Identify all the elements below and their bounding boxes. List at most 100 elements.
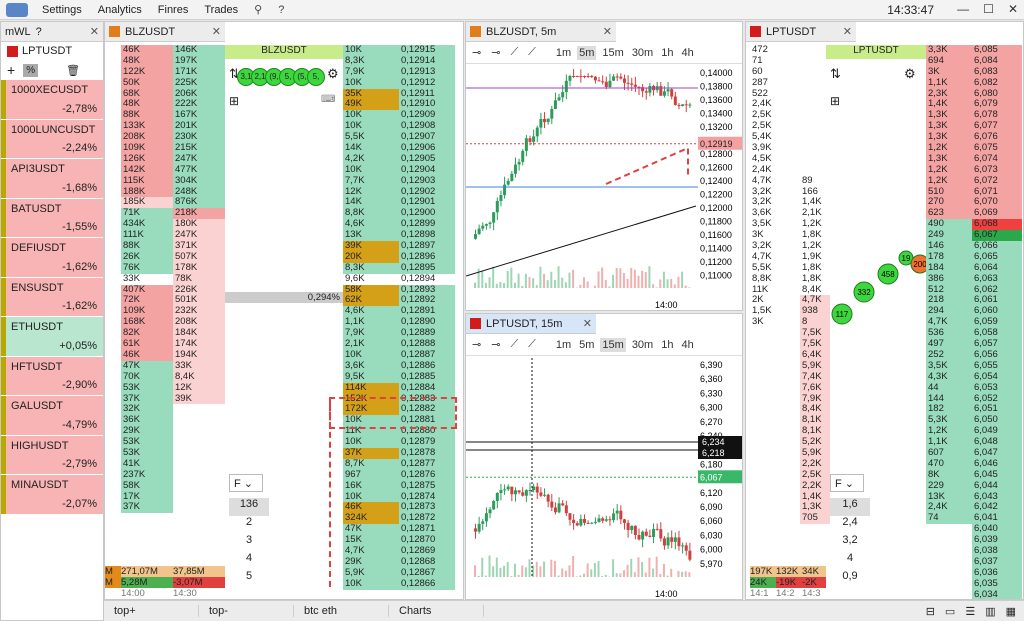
list-item[interactable]: ENSUSDT -1,62% <box>1 277 103 317</box>
timeframe-4h[interactable]: 4h <box>681 338 694 351</box>
list-icon[interactable]: ☰ <box>965 605 976 618</box>
lpt-candle-chart[interactable]: 6,3906,3606,3306,3006,2706,2406,2106,180… <box>466 358 743 600</box>
draw-line-icon[interactable]: ⊸ <box>472 339 482 351</box>
cell: 6,058 <box>972 327 1022 340</box>
close-icon[interactable]: ✕ <box>89 26 99 38</box>
timeframe-5m[interactable]: 5m <box>577 45 597 60</box>
volume-bar <box>641 270 644 288</box>
multiplier-option[interactable]: 136 <box>229 498 269 516</box>
timeframe-30m[interactable]: 30m <box>631 46 654 59</box>
symbol-change: -2,79% <box>62 458 97 470</box>
timeframe-1m[interactable]: 1m <box>555 46 572 59</box>
menu-settings[interactable]: Settings <box>42 3 82 16</box>
blz-tab[interactable]: BLZUSDT ✕ <box>105 22 225 42</box>
tab-top-plus[interactable]: top+ <box>104 605 199 617</box>
tab-top-minus[interactable]: top- <box>199 605 294 617</box>
timeframe-1m[interactable]: 1m <box>555 338 572 351</box>
draw-trend-icon[interactable]: ⟋ <box>510 46 519 58</box>
list-item[interactable]: MINAUSDT -2,07% <box>1 475 103 515</box>
lpt-mode-select[interactable]: F ⌄ <box>830 474 864 492</box>
close-icon[interactable]: ✕ <box>211 26 221 38</box>
pin-icon[interactable]: ⚲ <box>254 4 263 16</box>
tab-charts[interactable]: Charts <box>389 605 484 617</box>
close-window-icon[interactable]: ✕ <box>1007 2 1018 16</box>
timeframe-15m[interactable]: 15m <box>602 46 624 59</box>
list-item[interactable]: ETHUSDT +0,05% <box>1 317 103 357</box>
volume-bar <box>593 562 596 577</box>
list-item[interactable]: GALUSDT -4,79% <box>1 396 103 436</box>
multiplier-option[interactable]: 0,9 <box>842 570 858 582</box>
chart-add-icon[interactable]: ⇅ <box>830 66 841 81</box>
draw-extend-icon[interactable]: ⟋ <box>528 338 536 350</box>
list-item[interactable]: API3USDT -1,68% <box>1 159 103 199</box>
symbol-name: HIGHUSDT <box>11 439 69 452</box>
cell: 0,12867 <box>399 567 455 579</box>
add-icon[interactable]: + <box>7 62 16 78</box>
close-icon[interactable]: ✕ <box>602 26 612 38</box>
timeframe-30m[interactable]: 30m <box>631 338 654 351</box>
chart-add-icon[interactable]: ⇅ <box>229 66 240 81</box>
gear-icon[interactable]: ⚙ <box>904 66 916 81</box>
table-icon[interactable]: ▦ <box>1005 605 1016 618</box>
list-item[interactable]: 1000XECUSDT -2,78% <box>1 80 103 120</box>
tab-btc-eth[interactable]: btc eth <box>294 605 389 617</box>
gear-icon[interactable]: ⚙ <box>327 66 339 81</box>
draw-extend-icon[interactable]: ⟋ <box>528 46 536 58</box>
help-icon[interactable]: ? <box>278 3 285 16</box>
list-item[interactable]: 1000LUNCUSDT -2,24% <box>1 119 103 159</box>
list-item[interactable]: HFTUSDT -2,90% <box>1 356 103 396</box>
multiplier-option[interactable]: 3,2 <box>842 534 858 546</box>
help-icon[interactable]: ? <box>35 25 42 38</box>
blz-chart-tab[interactable]: BLZUSDT, 5m ✕ <box>466 22 616 42</box>
multiplier-option[interactable]: 3 <box>245 534 253 546</box>
blz-mode-select[interactable]: F ⌄ <box>229 474 263 492</box>
close-icon[interactable]: ✕ <box>582 318 592 330</box>
multiplier-option[interactable]: 2 <box>245 516 253 528</box>
menu-analytics[interactable]: Analytics <box>97 3 142 16</box>
cell: 4,7K <box>343 545 399 557</box>
maximize-icon[interactable]: ☐ <box>983 2 994 16</box>
cluster-bubble <box>831 303 853 325</box>
volume-bar <box>641 562 644 577</box>
list-item[interactable]: BATUSDT -1,55% <box>1 198 103 238</box>
grid-icon[interactable]: ⊞ <box>229 94 240 108</box>
multiplier-option[interactable]: 2,4 <box>842 516 858 528</box>
lpt-chart-tab[interactable]: LPTUSDT, 15m ✕ <box>466 314 596 334</box>
minimize-icon[interactable]: — <box>957 2 970 16</box>
volume-bar <box>688 572 691 577</box>
layout-icon[interactable]: ⊟ <box>925 605 935 618</box>
grid-icon[interactable]: ⊞ <box>830 94 841 108</box>
menu-finres[interactable]: Finres <box>157 3 189 16</box>
timeframe-1h[interactable]: 1h <box>661 46 674 59</box>
draw-line-icon[interactable]: ⊸ <box>472 47 482 59</box>
draw-ray-icon[interactable]: ⊸ <box>491 47 501 59</box>
cell: 0,12909 <box>399 109 455 122</box>
multiplier-option[interactable]: 5 <box>245 570 253 582</box>
window-icon[interactable]: ▭ <box>944 605 956 618</box>
timeframe-5m[interactable]: 5m <box>579 338 595 351</box>
close-icon[interactable]: ✕ <box>842 26 852 38</box>
trash-icon[interactable]: 🗑 <box>66 64 81 77</box>
lpt-tab[interactable]: LPTUSDT ✕ <box>746 22 856 42</box>
list-item[interactable]: DEFIUSDT -1,62% <box>1 238 103 278</box>
timeframe-1h[interactable]: 1h <box>661 338 674 351</box>
cell: 7,5K <box>800 338 830 350</box>
list-item[interactable]: HIGHUSDT -2,79% <box>1 435 103 475</box>
draw-trend-icon[interactable]: ⟋ <box>510 338 519 350</box>
menu-trades[interactable]: Trades <box>204 3 239 16</box>
multiplier-option[interactable]: 4 <box>245 552 253 564</box>
blz-candle-chart[interactable]: 0,140000,138000,136000,134000,132000,130… <box>466 66 743 311</box>
timeframe-4h[interactable]: 4h <box>681 46 694 59</box>
multiplier-option[interactable]: 4 <box>846 552 854 564</box>
columns-icon[interactable]: ▥ <box>985 605 996 618</box>
cell: 0,12886 <box>399 360 455 372</box>
volume-bar <box>550 271 553 288</box>
price-tick: 6,030 <box>700 530 723 540</box>
multiplier-option[interactable]: 1,6 <box>830 498 870 516</box>
watchlist-symbol[interactable]: LPTUSDT <box>22 45 73 57</box>
draw-ray-icon[interactable]: ⊸ <box>491 339 501 351</box>
cell: 126K <box>121 153 173 165</box>
percent-icon[interactable]: % <box>23 63 39 77</box>
cell: 76K <box>121 262 173 274</box>
timeframe-15m[interactable]: 15m <box>600 337 626 352</box>
